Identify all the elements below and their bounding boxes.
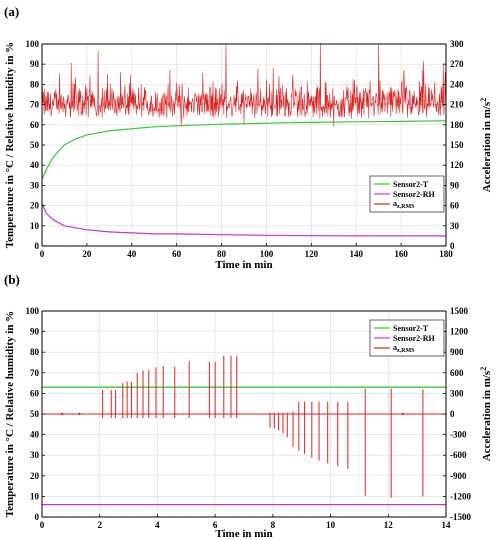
y-right-tick-label: 60	[450, 201, 460, 211]
y-left-tick-label: 60	[30, 120, 40, 130]
y-left-title-a: Temperature in °C / Relative humidity in…	[4, 42, 16, 248]
y-left-tick-label: 100	[26, 306, 40, 316]
x-tick-label: 2	[97, 520, 102, 530]
x-axis-title-b: Time in min	[215, 528, 272, 540]
y-left-tick-label: 10	[30, 221, 40, 231]
y-right-tick-label: 210	[450, 100, 464, 110]
x-tick-label: 14	[442, 520, 452, 530]
y-left-tick-label: 70	[30, 100, 40, 110]
panel-label-a: (a)	[4, 4, 19, 19]
series-sensor2-rh-a	[41, 203, 446, 237]
legend-label-t-b: Sensor2-T	[393, 324, 429, 333]
y-right-tick-label: 0	[450, 241, 455, 251]
y-right-tick-label: 240	[450, 79, 464, 89]
y-right-tick-label: 1500	[450, 306, 469, 316]
y-left-tick-label: 20	[30, 201, 40, 211]
y-right-tick-label: -900	[450, 471, 467, 481]
x-tick-label: 60	[172, 249, 182, 259]
y-right-tick-label: 180	[450, 120, 464, 130]
legend-label-t-a: Sensor2-T	[393, 180, 429, 189]
y-right-tick-label: -1200	[450, 491, 471, 501]
y-left-tick-label: 100	[26, 39, 40, 49]
y-right-tick-label: 120	[450, 160, 464, 170]
x-tick-label: 6	[213, 520, 218, 530]
y-right-tick-label: -600	[450, 450, 467, 460]
y-right-title-b: Acceleration in m/s2	[479, 367, 493, 461]
y-left-tick-label: 50	[30, 140, 40, 150]
y-right-tick-label: 30	[450, 221, 460, 231]
legend-label-rh-a: Sensor2-RH	[393, 190, 436, 199]
x-tick-label: 20	[82, 249, 92, 259]
y-left-tick-label: 40	[30, 160, 40, 170]
ticks-a: 0 20 40 60 80 100 120 140 160 1800102030405060708…	[26, 39, 465, 259]
x-tick-label: 8	[271, 520, 276, 530]
y-left-tick-label: 40	[30, 430, 40, 440]
x-tick-label: 140	[349, 249, 363, 259]
y-right-tick-label: 300	[450, 388, 464, 398]
y-right-tick-label: 90	[450, 180, 460, 190]
y-left-tick-label: 70	[30, 368, 40, 378]
y-left-tick-label: 80	[30, 79, 40, 89]
x-tick-label: 100	[260, 249, 274, 259]
x-tick-label: 160	[394, 249, 408, 259]
y-right-tick-label: 300	[450, 39, 464, 49]
x-tick-label: 12	[384, 520, 394, 530]
accel-marker-b	[401, 412, 404, 416]
y-left-tick-label: 30	[30, 450, 40, 460]
y-right-tick-label: 1200	[450, 327, 469, 337]
x-tick-label: 0	[40, 249, 45, 259]
y-left-tick-label: 90	[30, 59, 40, 69]
x-tick-label: 120	[305, 249, 319, 259]
y-right-tick-label: 900	[450, 347, 464, 357]
series-b	[42, 355, 446, 506]
y-left-tick-label: 90	[30, 327, 40, 337]
y-left-tick-label: 30	[30, 180, 40, 190]
y-right-title-a: Acceleration in m/s2	[479, 98, 493, 192]
x-axis-title-a: Time in min	[215, 259, 272, 271]
y-right-title-sup-b: 2	[479, 367, 488, 371]
y-left-tick-label: 60	[30, 388, 40, 398]
y-right-tick-label: 0	[450, 409, 455, 419]
legend-b: Sensor2-T Sensor2-RH az,RMS	[369, 319, 445, 357]
y-right-tick-label: -1500	[450, 512, 471, 522]
legend-label-acc-a: az,RMS	[393, 199, 415, 210]
y-left-tick-label: 80	[30, 347, 40, 357]
x-tick-label: 4	[155, 520, 160, 530]
y-right-title-sup-a: 2	[479, 98, 488, 102]
x-tick-label: 10	[326, 520, 336, 530]
y-left-tick-label: 0	[35, 241, 40, 251]
y-right-title-text-a: Acceleration in m/s	[481, 101, 493, 192]
panel-label-b: (b)	[4, 272, 20, 287]
accel-marker-b	[61, 412, 64, 416]
ticks-b: 0 2 4 6 8 10 12 14 0 10 20 30 40 50 60 70 80 90 100 -1500 -1…	[26, 306, 472, 530]
legend-label-rh-b: Sensor2-RH	[393, 334, 436, 343]
x-tick-label: 0	[40, 520, 45, 530]
panel-a: (a) 0 20 40 60 80 100 120 140 160 180010203040506…	[4, 4, 493, 271]
x-tick-label: 40	[127, 249, 137, 259]
y-right-title-text-b: Acceleration in m/s	[481, 370, 493, 461]
y-left-tick-label: 10	[30, 491, 40, 501]
y-right-tick-label: 600	[450, 368, 464, 378]
y-left-tick-label: 0	[35, 512, 40, 522]
legend-label-acc-b: az,RMS	[393, 343, 415, 354]
y-left-tick-label: 20	[30, 471, 40, 481]
plot-area-a	[41, 43, 447, 247]
panel-b: (b) 0 2 4 6 8 10 12 140102030405060708090100-15…	[4, 272, 493, 540]
legend-label-acc-main-a: a	[393, 199, 397, 208]
y-right-tick-label: 150	[450, 140, 464, 150]
accel-marker-b	[78, 412, 81, 416]
legend-label-acc-sub-b: z,RMS	[397, 348, 415, 354]
x-tick-label: 80	[217, 249, 227, 259]
y-left-tick-label: 50	[30, 409, 40, 419]
series-sensor2-t-a	[41, 120, 447, 180]
y-left-title-b: Temperature in °C / Relative humidity in…	[4, 311, 16, 517]
x-tick-label: 180	[439, 249, 453, 259]
legend-label-acc-main-b: a	[393, 343, 397, 352]
y-right-tick-label: -300	[450, 430, 467, 440]
legend-a: Sensor2-T Sensor2-RH az,RMS	[369, 175, 445, 213]
y-right-tick-label: 270	[450, 59, 464, 69]
legend-label-acc-sub-a: z,RMS	[397, 204, 415, 210]
